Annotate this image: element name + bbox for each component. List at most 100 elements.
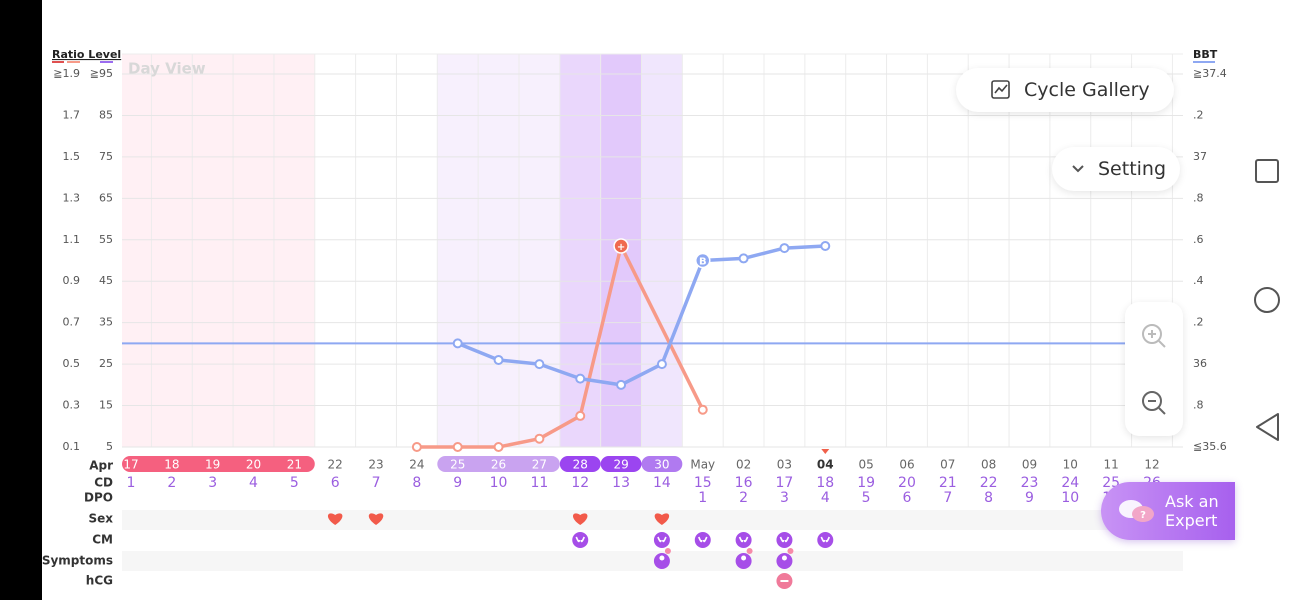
symptom-icon	[653, 553, 670, 569]
cd-label: 16	[735, 475, 753, 491]
phase-band	[437, 54, 560, 447]
ask-expert-button[interactable]: ? Ask an Expert	[1101, 482, 1235, 540]
cm-icon	[776, 532, 793, 548]
series-segment	[578, 244, 623, 418]
x-tick-label: 10	[1063, 458, 1078, 472]
cd-label: 13	[612, 475, 630, 491]
y3-tick-label: ≧95	[90, 67, 113, 80]
y3-tick-label: 45	[99, 274, 113, 287]
cd-label: 11	[530, 475, 548, 491]
symptom-dot	[664, 548, 671, 554]
x-tick-label: 27	[532, 458, 547, 472]
cm-glyph	[698, 536, 708, 543]
cm-glyph	[738, 536, 749, 543]
ask-expert-text: Ask an Expert	[1165, 492, 1219, 530]
zoom-out[interactable]	[1141, 390, 1167, 416]
dpo-label: 5	[862, 490, 871, 506]
x-tick-label: 09	[1022, 458, 1037, 472]
series-segment	[782, 244, 828, 250]
y2-tick-label: .2	[1193, 316, 1204, 329]
data-point	[452, 338, 463, 349]
y3-tick-label: 85	[99, 108, 113, 121]
y-tick-label: 0.5	[63, 357, 81, 370]
cd-label: 22	[980, 475, 998, 491]
cd-label: 17	[776, 475, 794, 491]
data-point	[738, 253, 749, 264]
sex-heart	[572, 513, 588, 525]
cd-label: 21	[939, 475, 957, 491]
y2-tick-label: ≧37.4	[1193, 67, 1227, 80]
cd-label: 18	[816, 475, 834, 491]
ask-expert-line: Expert	[1165, 511, 1218, 530]
setting-label: Setting	[1098, 158, 1167, 180]
y2-tick-label: .6	[1193, 233, 1204, 246]
selected-marker	[821, 449, 830, 454]
legend-dash	[67, 61, 80, 63]
series-segment	[578, 376, 623, 387]
series-segment	[741, 246, 787, 261]
cycle-gallery-button[interactable]: Cycle Gallery	[956, 68, 1174, 112]
x-tick-label: 18	[164, 458, 179, 472]
y3-tick-label: 75	[99, 150, 113, 163]
cm-icon	[694, 532, 711, 548]
y3-tick-label: 55	[99, 233, 113, 246]
cm-glyph	[820, 536, 831, 543]
y2-tick-label: ≦35.6	[1193, 440, 1227, 453]
chart-title: Day View	[128, 60, 206, 78]
symptom-glyph	[659, 555, 665, 561]
series-segment	[496, 436, 542, 449]
x-tick-label: 24	[409, 458, 424, 472]
cd-label: 8	[412, 475, 421, 491]
cm-icon	[572, 532, 589, 548]
expert-icon: ?	[1119, 500, 1154, 522]
y2-tick-label: 36	[1193, 357, 1207, 370]
point-label: B	[699, 257, 707, 268]
data-point	[575, 410, 586, 421]
cd-label: 1	[127, 475, 136, 491]
y3-tick-label: 65	[99, 191, 113, 204]
sex-heart	[654, 513, 670, 525]
symptom-dot	[787, 548, 794, 554]
x-tick-label: 29	[613, 458, 628, 472]
data-point	[575, 373, 586, 384]
y3-tick-label: 25	[99, 357, 113, 370]
x-tick-label: 06	[899, 458, 914, 472]
x-tick-label: 11	[1104, 458, 1119, 472]
cd-label: 12	[571, 475, 589, 491]
data-point	[452, 442, 463, 452]
series-segment	[619, 244, 705, 412]
dpo-label: 7	[943, 490, 952, 506]
nav-back[interactable]	[1256, 413, 1279, 441]
setting-button[interactable]: Setting	[1052, 147, 1180, 191]
dpo-label: 4	[821, 490, 830, 506]
series-segment	[619, 362, 664, 387]
symptom-glyph	[741, 555, 747, 561]
y3-tick-label: 15	[99, 399, 113, 412]
data-point	[820, 240, 831, 251]
symptom-icon	[776, 553, 793, 569]
cd-label: 4	[249, 475, 258, 491]
sex-heart	[327, 513, 343, 525]
phase-band	[122, 54, 315, 447]
data-point	[493, 442, 504, 452]
cm-icon	[735, 532, 752, 548]
cm-glyph	[779, 536, 790, 543]
y3-tick-label: 35	[99, 316, 113, 329]
nav-home[interactable]	[1254, 287, 1280, 313]
data-point	[656, 359, 667, 370]
date-pill	[122, 456, 315, 472]
x-tick-label: 12	[1144, 458, 1159, 472]
nav-recent[interactable]	[1255, 159, 1279, 183]
dpo-label: 3	[780, 490, 789, 506]
left-bezel	[0, 0, 42, 600]
data-point	[493, 354, 504, 365]
cd-label: 19	[857, 475, 875, 491]
series-segment	[496, 358, 542, 366]
x-tick-label: 08	[981, 458, 996, 472]
y-tick-label: 0.1	[63, 440, 81, 453]
x-tick-label: 04	[817, 458, 834, 472]
zoom-in[interactable]	[1141, 323, 1167, 349]
sex-heart	[368, 513, 384, 525]
